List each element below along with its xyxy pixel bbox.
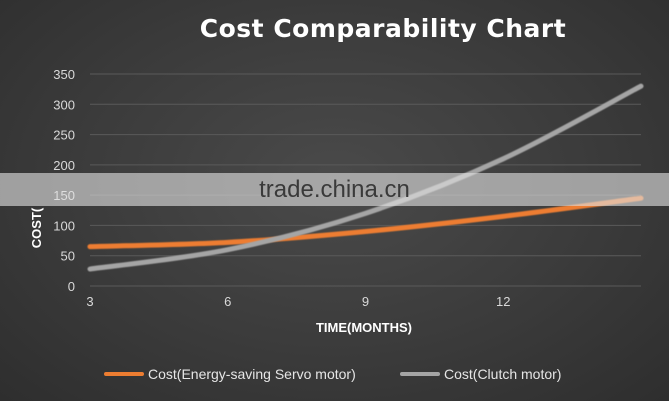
legend-swatch-clutch xyxy=(400,372,440,376)
y-tick-label-350: 350 xyxy=(53,67,75,82)
legend-swatch-servo xyxy=(104,372,144,376)
legend-item-clutch: Cost(Clutch motor) xyxy=(400,366,561,382)
y-axis-label: COST( xyxy=(29,207,44,248)
x-tick-label-9: 9 xyxy=(362,294,369,309)
watermark-text: trade.china.cn xyxy=(259,176,410,203)
watermark-band xyxy=(0,173,669,206)
legend-item-servo: Cost(Energy-saving Servo motor) xyxy=(104,366,356,382)
x-tick-label-12: 12 xyxy=(496,294,510,309)
x-tick-label-6: 6 xyxy=(224,294,231,309)
y-tick-label-250: 250 xyxy=(53,128,75,143)
y-tick-label-0: 0 xyxy=(68,279,75,294)
series-line-1 xyxy=(87,83,644,272)
y-tick-label-50: 50 xyxy=(61,249,75,264)
legend: Cost(Energy-saving Servo motor) Cost(Clu… xyxy=(0,366,669,386)
legend-label-servo: Cost(Energy-saving Servo motor) xyxy=(148,366,356,382)
y-tick-label-100: 100 xyxy=(53,218,75,233)
x-tick-labels: 3 6 9 12 xyxy=(86,294,510,309)
legend-label-clutch: Cost(Clutch motor) xyxy=(444,366,562,382)
chart-title: Cost Comparability Chart xyxy=(199,14,567,43)
y-tick-label-200: 200 xyxy=(53,158,75,173)
x-axis-label: TIME(MONTHS) xyxy=(316,320,412,335)
x-tick-label-3: 3 xyxy=(86,294,93,309)
y-tick-label-300: 300 xyxy=(53,97,75,112)
series-lines xyxy=(87,83,644,272)
